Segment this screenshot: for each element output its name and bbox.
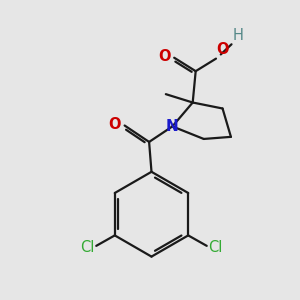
Text: O: O [158, 49, 171, 64]
Text: Cl: Cl [208, 239, 223, 254]
Text: O: O [108, 117, 121, 132]
Text: N: N [166, 119, 179, 134]
Text: Cl: Cl [80, 239, 94, 254]
Text: H: H [233, 28, 244, 43]
Text: O: O [217, 42, 229, 57]
